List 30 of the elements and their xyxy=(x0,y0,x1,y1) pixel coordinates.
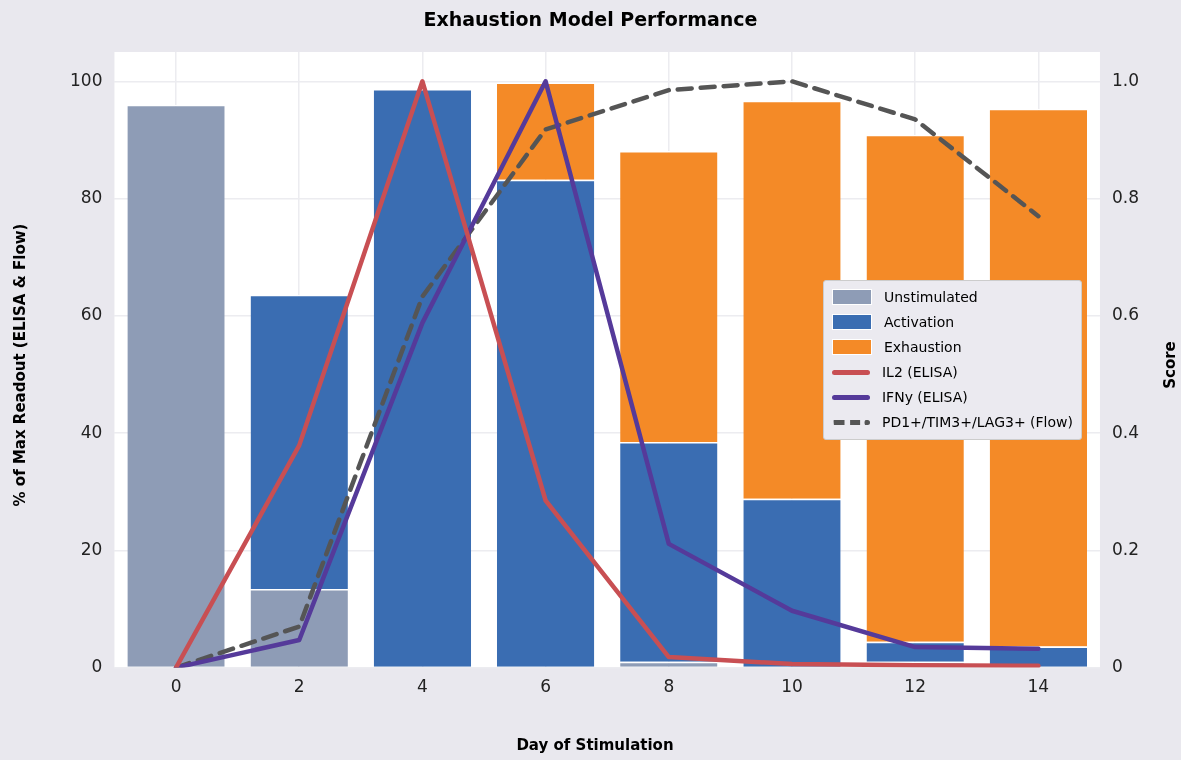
x-tick-label: 4 xyxy=(417,676,428,697)
y2-tick-label: 0.4 xyxy=(1111,421,1140,442)
y-tick-label: 0 xyxy=(91,656,103,677)
y2-tick-label: 0.6 xyxy=(1111,304,1140,325)
legend-label: Unstimulated xyxy=(883,289,978,306)
x-tick-label: 14 xyxy=(1027,676,1050,697)
y2-tick-label: 1.0 xyxy=(1111,69,1140,90)
x-tick-label: 0 xyxy=(170,676,182,697)
chart-title: Exhaustion Model Performance xyxy=(422,8,759,30)
y-tick-label: 40 xyxy=(80,421,103,442)
x-tick-label: 12 xyxy=(904,676,926,697)
y2-tick-label: 0.8 xyxy=(1111,186,1140,207)
y-axis-title: % of Max Readout (ELISA & Flow) xyxy=(11,223,29,507)
legend-label: PD1+/TIM3+/LAG3+ (Flow) xyxy=(881,414,1073,431)
legend-label: IFNy (ELISA) xyxy=(881,389,968,406)
x-tick-label: 10 xyxy=(781,676,803,697)
x-axis-title: Day of Stimulation xyxy=(515,736,675,754)
x-tick-label: 8 xyxy=(663,676,675,697)
y2-axis-title: Score xyxy=(1161,341,1179,389)
x-tick-label: 2 xyxy=(293,676,305,697)
legend-label: Activation xyxy=(883,314,955,331)
y-tick-label: 100 xyxy=(69,69,103,90)
legend-label: Exhaustion xyxy=(883,339,962,356)
y2-tick-label: 0 xyxy=(1111,656,1123,677)
y2-tick-label: 0.2 xyxy=(1111,538,1140,559)
y-tick-label: 80 xyxy=(80,186,103,207)
x-tick-label: 6 xyxy=(540,676,552,697)
y-tick-label: 60 xyxy=(80,304,103,325)
y-tick-label: 20 xyxy=(80,538,103,559)
legend-label: IL2 (ELISA) xyxy=(881,364,958,381)
